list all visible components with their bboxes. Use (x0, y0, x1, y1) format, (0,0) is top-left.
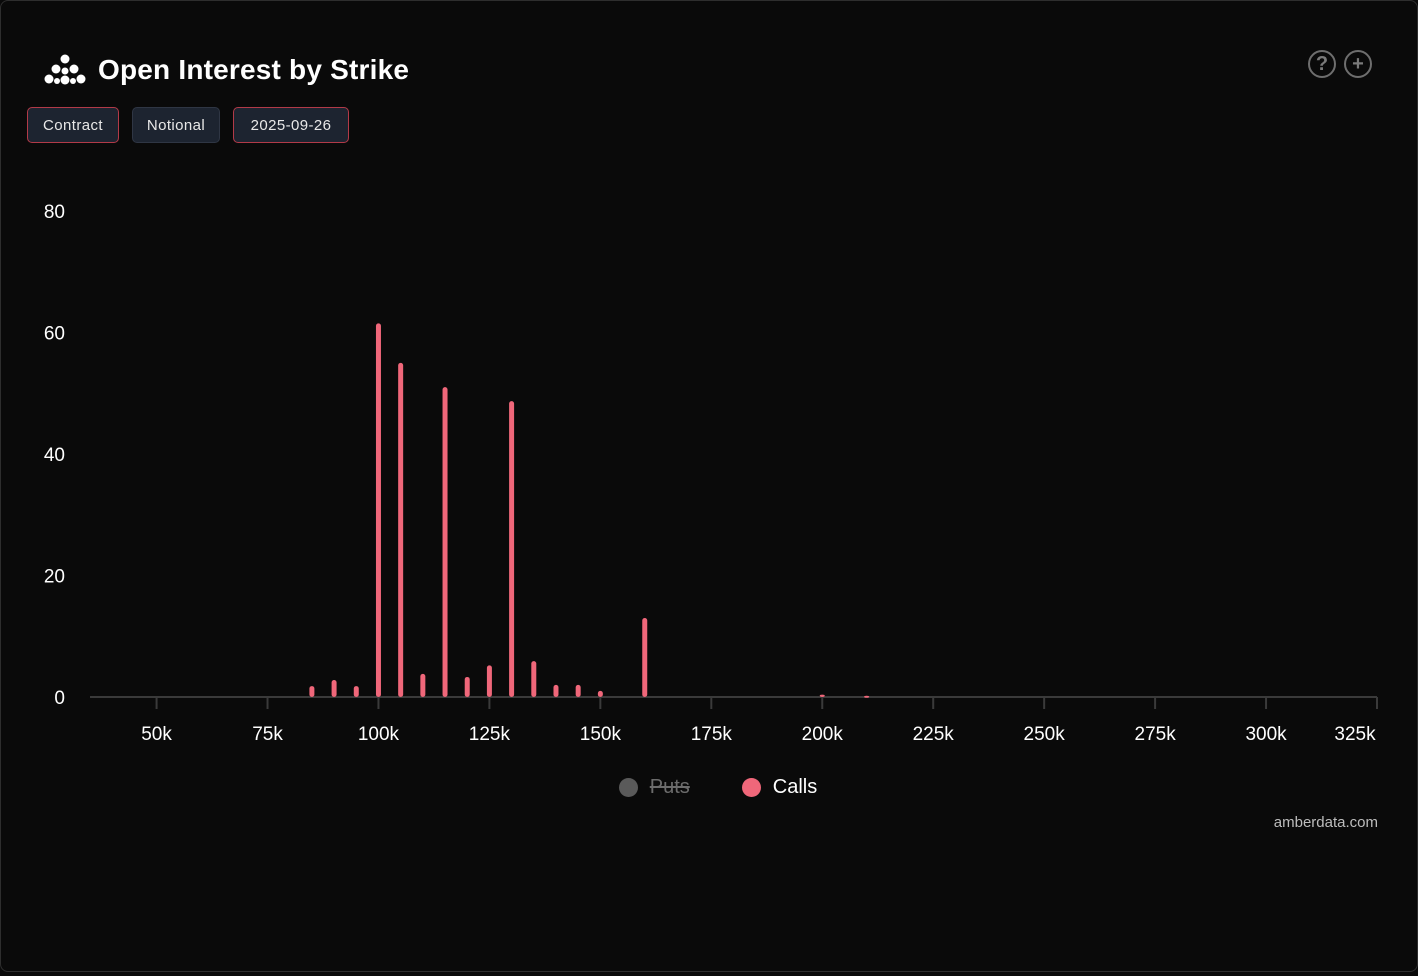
bar-calls (575, 684, 581, 697)
bar-calls (597, 690, 603, 697)
x-tick-label: 175k (691, 724, 733, 745)
bar-calls (642, 618, 648, 697)
y-tick-label: 40 (44, 445, 65, 466)
x-tick-label: 75k (252, 724, 283, 745)
calls-legend-dot (741, 778, 761, 797)
bar-calls (509, 401, 515, 697)
top-right-actions: ? + (1308, 50, 1372, 78)
bar-calls (375, 323, 381, 697)
x-tick-label: 300k (1245, 724, 1287, 745)
x-tick-label: 225k (913, 724, 955, 745)
amberdata-logo-icon (44, 54, 86, 85)
bar-calls (486, 665, 492, 697)
y-tick-label: 20 (44, 567, 65, 588)
y-tick-label: 0 (54, 688, 65, 709)
bar-calls (331, 679, 337, 697)
contract-toggle-button[interactable]: Contract (27, 107, 119, 143)
x-tick-label: 125k (469, 724, 511, 745)
bar-calls (309, 686, 315, 697)
x-tick-label: 200k (802, 724, 844, 745)
y-tick-label: 80 (44, 202, 65, 223)
bar-calls (398, 362, 404, 697)
puts-legend-dot (618, 778, 638, 797)
bar-calls (864, 695, 870, 698)
y-tick-label: 60 (44, 324, 65, 345)
notional-toggle-button[interactable]: Notional (132, 107, 220, 143)
bar-calls (531, 661, 537, 697)
legend-label-calls: Calls (772, 776, 818, 798)
x-tick-label: 250k (1024, 724, 1066, 745)
source-credit: amberdata.com (1273, 814, 1378, 831)
legend-item-calls[interactable]: Calls (741, 776, 818, 799)
expiry-date-button[interactable]: 2025-09-26 (233, 107, 349, 143)
bar-calls (464, 676, 470, 697)
bar-calls (442, 387, 448, 697)
x-tick-label: 325k (1334, 724, 1376, 745)
help-icon[interactable]: ? (1308, 50, 1336, 78)
legend-label-puts: Puts (649, 776, 690, 798)
bar-calls (353, 686, 359, 697)
x-tick-label: 275k (1135, 724, 1177, 745)
bar-calls (819, 694, 825, 697)
bar-calls (420, 673, 426, 697)
chart-legend: Puts Calls (0, 776, 1418, 799)
page-title: Open Interest by Strike (98, 54, 410, 85)
chart-header: Open Interest by Strike (44, 52, 409, 88)
bar-calls (553, 684, 559, 697)
x-tick-label: 150k (580, 724, 622, 745)
add-icon[interactable]: + (1344, 50, 1372, 78)
x-tick-label: 100k (358, 724, 400, 745)
legend-item-puts[interactable]: Puts (618, 776, 690, 799)
x-tick-label: 50k (141, 724, 172, 745)
toggle-group: Contract Notional 2025-09-26 (27, 107, 349, 143)
